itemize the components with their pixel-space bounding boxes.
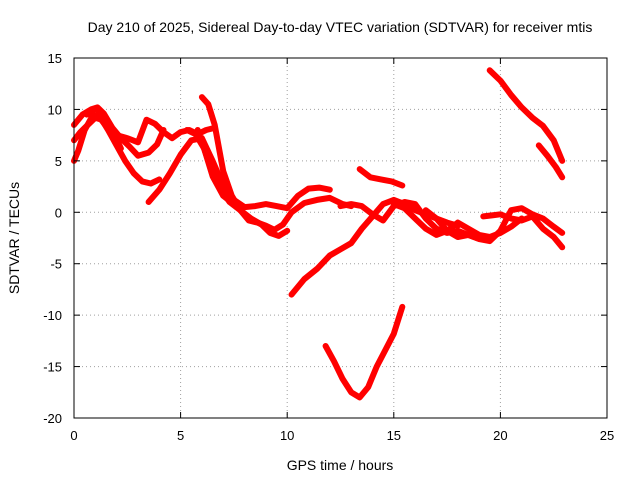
- y-tick-label: 10: [48, 102, 62, 117]
- y-tick-label: 0: [55, 205, 62, 220]
- y-tick-label: 15: [48, 51, 62, 66]
- series-line-prn-g: [184, 127, 333, 212]
- y-tick-label: -5: [50, 257, 62, 272]
- series-line-prn-m: [356, 166, 406, 189]
- x-tick-label: 20: [493, 428, 507, 443]
- y-tick-label: 5: [55, 154, 62, 169]
- x-axis-label: GPS time / hours: [287, 457, 394, 473]
- y-tick-label: -15: [43, 360, 62, 375]
- y-tick-label: -20: [43, 411, 62, 426]
- series-line-prn-o: [422, 205, 566, 245]
- series-line-prn-k: [337, 199, 483, 242]
- grid: [74, 58, 607, 418]
- x-tick-label: 0: [70, 428, 77, 443]
- series-line-prn-p: [480, 211, 566, 251]
- series-line-prn-q: [486, 67, 566, 164]
- chart-title: Day 210 of 2025, Sidereal Day-to-day VTE…: [88, 19, 593, 35]
- series-line-prn-i: [194, 127, 291, 239]
- series-line-prn-r: [535, 142, 566, 181]
- plot-frame: [73, 57, 608, 419]
- axis-ticks: 0 5 10 15 20 25 -20 -15 -10 -5 0 5 10 15: [43, 51, 614, 443]
- x-tick-label: 25: [600, 428, 614, 443]
- x-tick-label: 5: [177, 428, 184, 443]
- x-tick-label: 10: [280, 428, 294, 443]
- x-tick-label: 15: [387, 428, 401, 443]
- data-series: [71, 67, 566, 401]
- series-line-prn-l: [322, 303, 406, 401]
- y-tick-label: -10: [43, 308, 62, 323]
- series-line-prn-c: [71, 111, 109, 164]
- y-axis-label: SDTVAR / TECUs: [6, 182, 22, 294]
- series-line-prn-h: [198, 94, 355, 233]
